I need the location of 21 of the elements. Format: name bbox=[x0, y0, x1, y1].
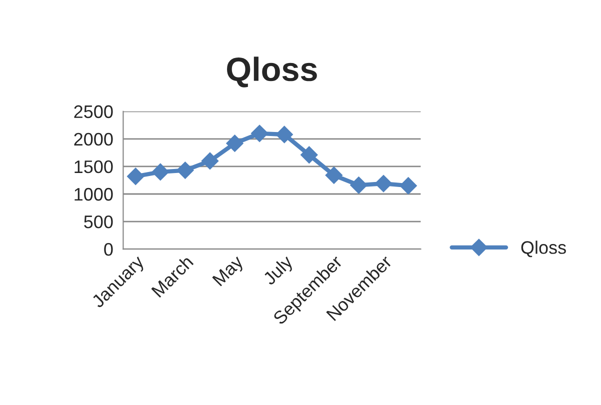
point bbox=[400, 177, 417, 194]
legend-label: Qloss bbox=[521, 240, 566, 258]
y-tick-label: 1500 bbox=[74, 160, 113, 174]
y-tick-label: 2500 bbox=[74, 105, 113, 118]
point bbox=[325, 166, 342, 184]
point bbox=[176, 162, 194, 179]
point bbox=[276, 126, 293, 144]
y-tick-label: 0 bbox=[104, 243, 113, 256]
chart-title: Qloss bbox=[227, 56, 317, 88]
point bbox=[201, 152, 219, 170]
y-tick-label: 1000 bbox=[74, 188, 113, 201]
point bbox=[374, 174, 392, 192]
point bbox=[350, 176, 368, 194]
point bbox=[152, 163, 169, 181]
y-tick-label: 2000 bbox=[74, 132, 113, 146]
point bbox=[127, 168, 144, 185]
x-tick-label: May bbox=[212, 254, 247, 289]
y-tick-label: 500 bbox=[84, 215, 113, 228]
point bbox=[300, 146, 318, 164]
point bbox=[251, 124, 268, 142]
point bbox=[226, 134, 244, 152]
